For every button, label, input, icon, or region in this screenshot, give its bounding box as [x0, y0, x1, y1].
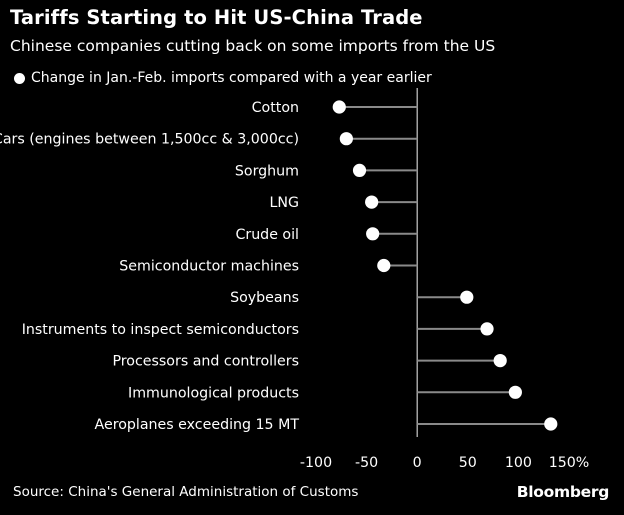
- category-label-3: LNG: [269, 195, 299, 211]
- x-tick-label-1: -50: [355, 455, 378, 471]
- category-label-7: Instruments to inspect semiconductors: [22, 322, 299, 338]
- category-label-6: Soybeans: [230, 290, 299, 306]
- x-tick-label-3: 50: [459, 455, 477, 471]
- legend-label: Change in Jan.-Feb. imports compared wit…: [31, 70, 432, 86]
- category-label-5: Semiconductor machines: [119, 259, 299, 275]
- data-point-9: [508, 385, 522, 399]
- x-tick-label-5: 150%: [549, 455, 590, 471]
- source-note: Source: China's General Administration o…: [13, 484, 359, 500]
- data-point-7: [480, 322, 494, 336]
- category-label-8: Processors and controllers: [112, 354, 299, 370]
- data-point-8: [493, 354, 507, 368]
- chart-subtitle: Chinese companies cutting back on some i…: [10, 37, 496, 55]
- category-label-9: Immunological products: [128, 385, 299, 401]
- data-point-4: [366, 227, 380, 241]
- category-label-10: Aeroplanes exceeding 15 MT: [95, 417, 300, 433]
- x-tick-label-0: -100: [300, 455, 332, 471]
- x-tick-label-4: 100: [505, 455, 532, 471]
- data-point-5: [377, 258, 391, 273]
- lollipop-chart: Cotton Cars (engines between 1,500cc & 3,…: [0, 88, 590, 471]
- chart-title: Tariffs Starting to Hit US-China Trade: [10, 6, 423, 29]
- legend: Change in Jan.-Feb. imports compared wit…: [14, 70, 432, 86]
- legend-marker-icon: [14, 72, 25, 84]
- category-label-2: Sorghum: [235, 163, 299, 179]
- category-label-4: Crude oil: [235, 227, 299, 243]
- data-point-6: [460, 290, 474, 304]
- data-point-2: [352, 163, 367, 177]
- data-point-3: [365, 195, 379, 209]
- data-point-10: [544, 417, 558, 431]
- x-tick-label-2: 0: [413, 455, 422, 471]
- data-point-0: [332, 100, 346, 114]
- bloomberg-logo: Bloomberg: [516, 483, 610, 501]
- category-label-1: Cars (engines between 1,500cc & 3,000cc): [0, 132, 299, 148]
- category-label-0: Cotton: [252, 100, 299, 116]
- data-point-1: [339, 132, 353, 146]
